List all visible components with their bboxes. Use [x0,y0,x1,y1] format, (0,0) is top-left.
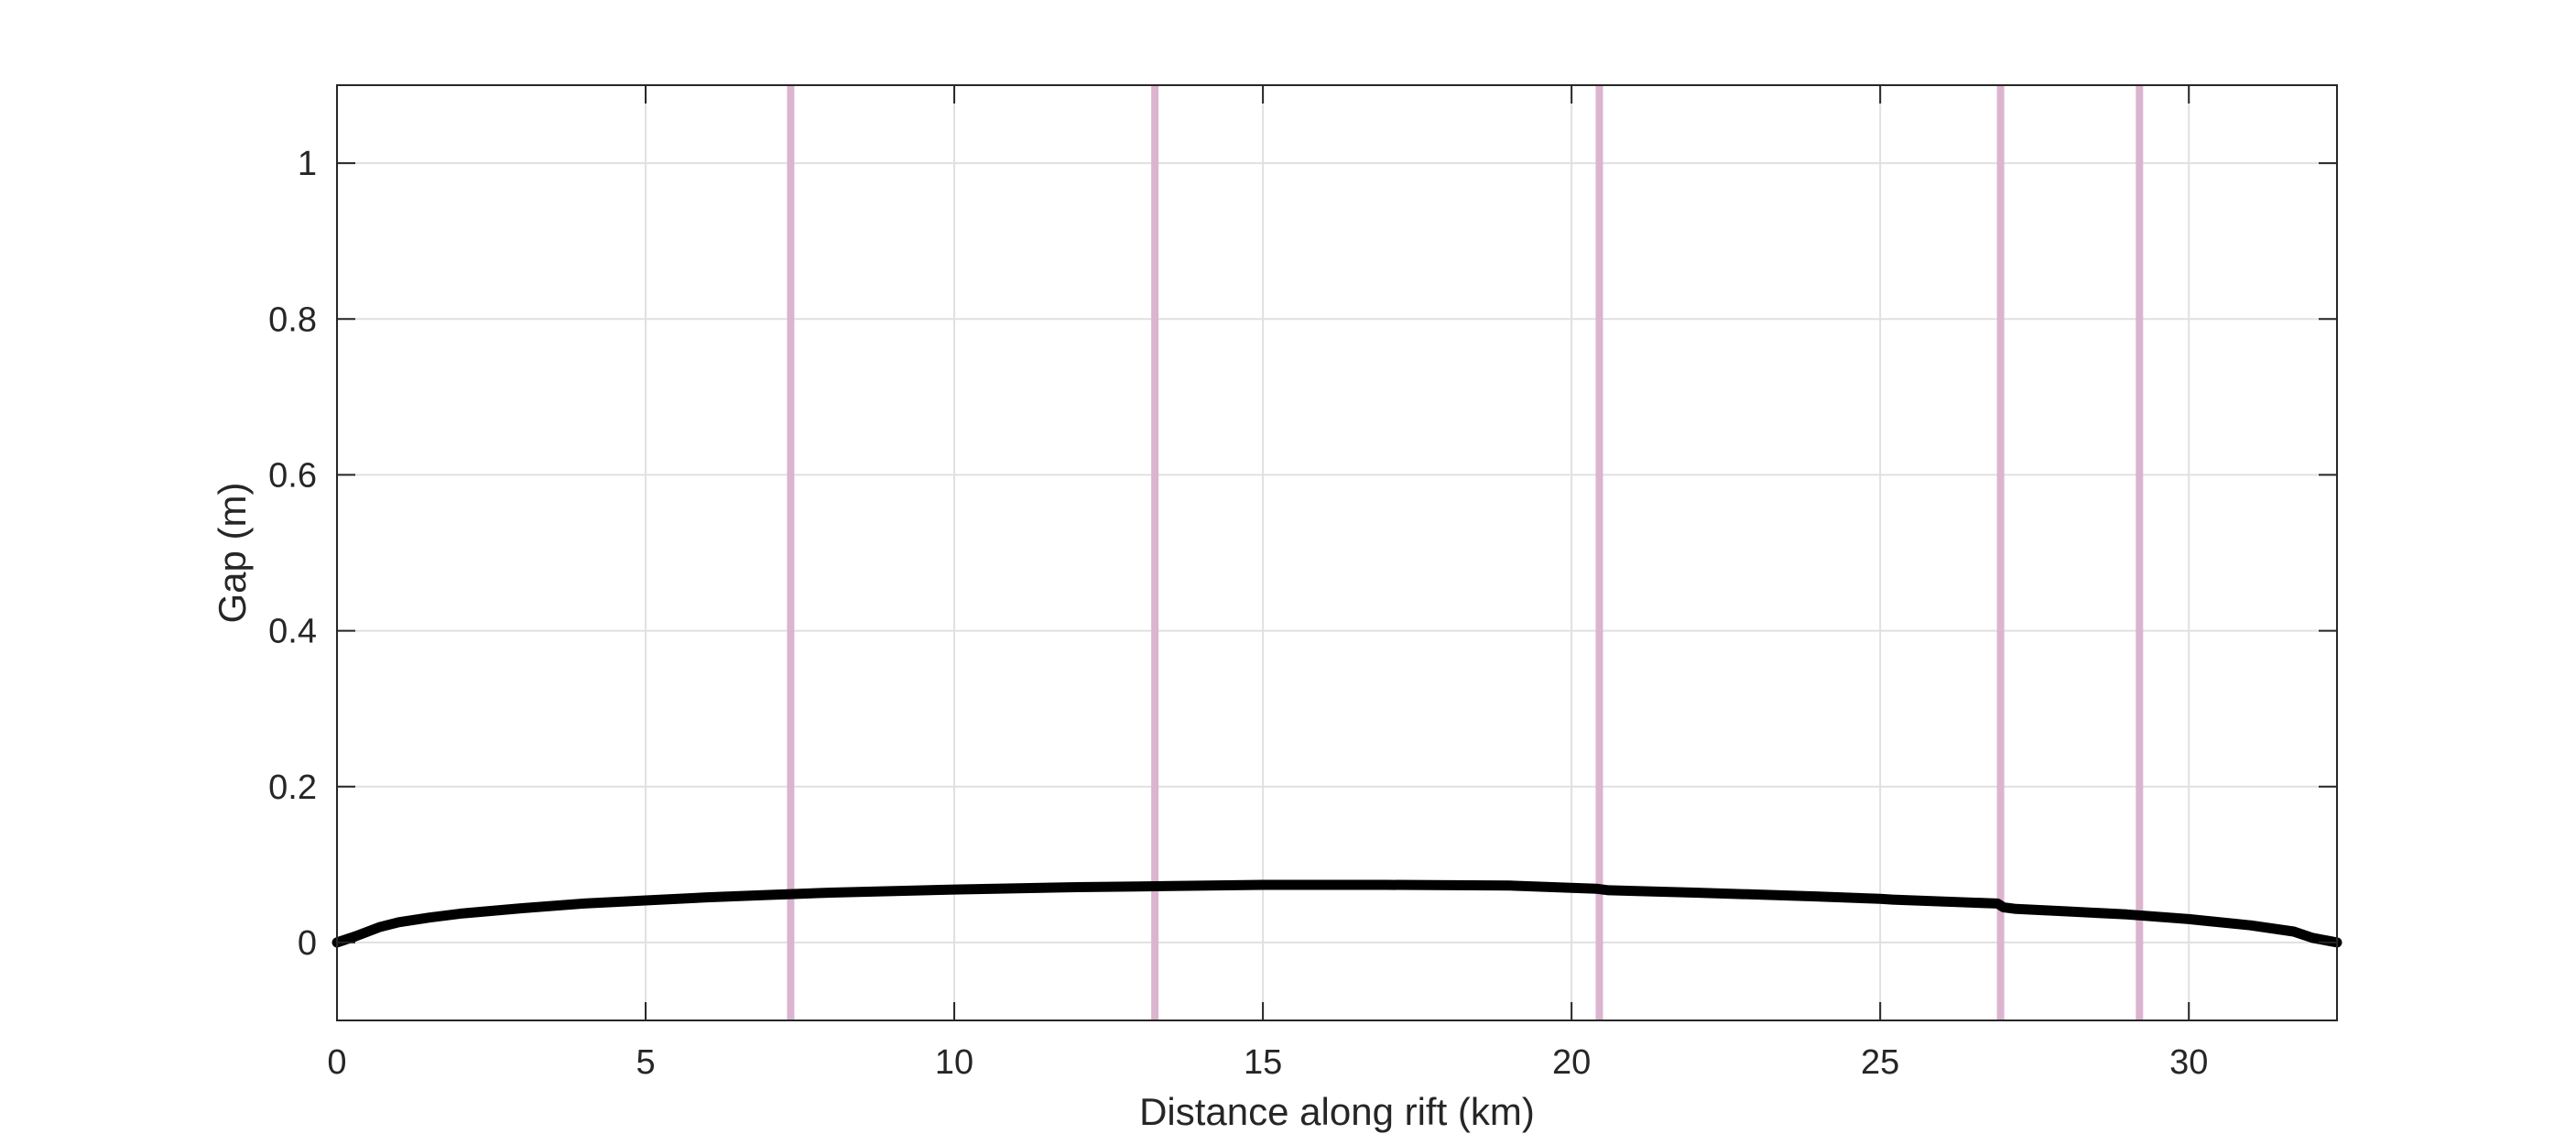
y-tick-label: 0.4 [268,613,317,651]
gap-series-line [332,879,2342,948]
plot-frame [336,84,2338,1021]
vertical-markers [787,85,2144,1020]
x-tick-label: 30 [2169,1043,2208,1082]
y-tick-label: 0.2 [268,769,317,807]
x-tick-label: 15 [1244,1043,1282,1082]
data-series [332,879,2342,948]
x-axis-title: Distance along rift (km) [1139,1090,1535,1133]
x-tick-label: 0 [327,1043,346,1082]
x-tick-label: 20 [1552,1043,1591,1082]
y-tick-label: 0 [298,924,317,963]
y-tick-label: 0.8 [268,300,317,339]
x-tick-label: 5 [636,1043,655,1082]
ticks [336,85,2337,1020]
tick-labels: 0 5 10 15 20 25 30 0 0.2 0.4 0.6 0.8 1 [268,145,2208,1082]
y-tick-label: 0.6 [268,456,317,495]
y-axis-title: Gap (m) [211,482,254,623]
x-tick-label: 10 [935,1043,973,1082]
x-tick-label: 25 [1861,1043,1899,1082]
axes [336,84,2338,1021]
y-tick-label: 1 [298,145,317,183]
